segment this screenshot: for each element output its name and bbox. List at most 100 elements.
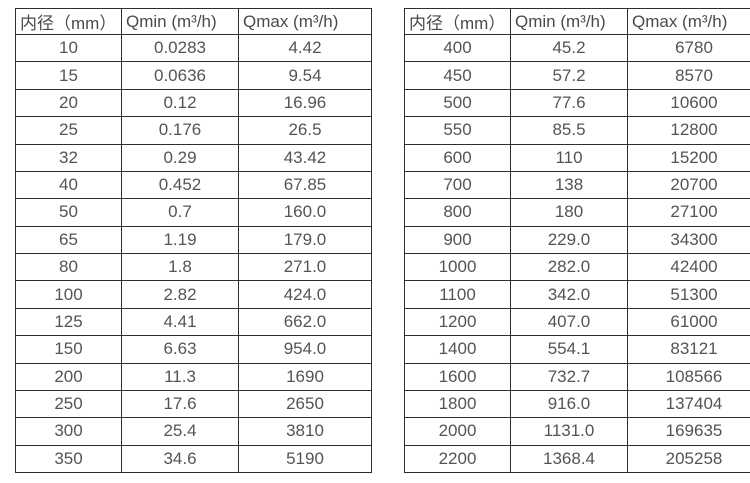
table-row: 200 11.3 1690 (15, 362, 372, 391)
table-row: 550 85.5 12800 (404, 116, 750, 145)
qmax-cell: 179.0 (238, 225, 372, 255)
header-row: 内径（mm） Qmin (m³/h) Qmax (m³/h) (15, 8, 372, 35)
qmin-cell: 1368.4 (510, 444, 628, 474)
qmin-cell: 732.7 (510, 362, 628, 391)
table-row: 40 0.452 67.85 (15, 170, 372, 200)
table-row: 50 0.7 160.0 (15, 198, 372, 227)
table-row: 900 229.0 34300 (404, 225, 750, 255)
table-row: 500 77.6 10600 (404, 88, 750, 118)
qmin-cell: 0.176 (121, 116, 239, 145)
table-row: 2000 1131.0 169635 (404, 417, 750, 446)
diameter-cell: 20 (15, 88, 122, 118)
qmax-cell: 20700 (627, 170, 750, 200)
table-row: 400 45.2 6780 (404, 33, 750, 63)
diameter-cell: 150 (15, 335, 122, 364)
table-row: 350 34.6 5190 (15, 444, 372, 474)
qmax-header: Qmax (m³/h) (238, 8, 372, 35)
qmin-cell: 1.19 (121, 225, 239, 255)
qmax-cell: 3810 (238, 417, 372, 446)
qmin-cell: 1.8 (121, 252, 239, 282)
diameter-cell: 800 (404, 198, 511, 227)
qmax-cell: 67.85 (238, 170, 372, 200)
qmin-cell: 229.0 (510, 225, 628, 255)
diameter-cell: 100 (15, 280, 122, 309)
diameter-cell: 65 (15, 225, 122, 255)
table-row: 125 4.41 662.0 (15, 307, 372, 337)
qmin-cell: 6.63 (121, 335, 239, 364)
diameter-cell: 80 (15, 252, 122, 282)
diameter-cell: 15 (15, 61, 122, 90)
qmax-cell: 9.54 (238, 61, 372, 90)
table-row: 25 0.176 26.5 (15, 116, 372, 145)
qmin-cell: 85.5 (510, 116, 628, 145)
qmin-cell: 45.2 (510, 33, 628, 63)
qmin-cell: 0.12 (121, 88, 239, 118)
qmax-cell: 27100 (627, 198, 750, 227)
qmin-cell: 2.82 (121, 280, 239, 309)
diameter-cell: 1800 (404, 389, 511, 419)
diameter-cell: 350 (15, 444, 122, 474)
diameter-cell: 500 (404, 88, 511, 118)
table-row: 65 1.19 179.0 (15, 225, 372, 255)
qmin-cell: 0.0636 (121, 61, 239, 90)
qmin-cell: 77.6 (510, 88, 628, 118)
qmax-cell: 1690 (238, 362, 372, 391)
diameter-cell: 900 (404, 225, 511, 255)
table-row: 1100 342.0 51300 (404, 280, 750, 309)
qmin-cell: 282.0 (510, 252, 628, 282)
table-row: 80 1.8 271.0 (15, 252, 372, 282)
diameter-cell: 2000 (404, 417, 511, 446)
qmax-cell: 271.0 (238, 252, 372, 282)
table-row: 450 57.2 8570 (404, 61, 750, 90)
diameter-cell: 200 (15, 362, 122, 391)
table-row: 600 110 15200 (404, 143, 750, 172)
qmax-cell: 137404 (627, 389, 750, 419)
qmax-cell: 6780 (627, 33, 750, 63)
qmax-cell: 61000 (627, 307, 750, 337)
diameter-header: 内径（mm） (404, 8, 511, 35)
qmin-cell: 138 (510, 170, 628, 200)
qmin-cell: 1131.0 (510, 417, 628, 446)
spec-table-right: 内径（mm） Qmin (m³/h) Qmax (m³/h) 400 45.2 6780 4… (404, 8, 750, 474)
table-row: 800 180 27100 (404, 198, 750, 227)
qmax-cell: 662.0 (238, 307, 372, 337)
table-row: 1800 916.0 137404 (404, 389, 750, 419)
diameter-cell: 550 (404, 116, 511, 145)
diameter-cell: 40 (15, 170, 122, 200)
qmax-cell: 42400 (627, 252, 750, 282)
qmax-cell: 5190 (238, 444, 372, 474)
diameter-cell: 1100 (404, 280, 511, 309)
table-row: 1000 282.0 42400 (404, 252, 750, 282)
qmax-cell: 83121 (627, 335, 750, 364)
qmax-cell: 34300 (627, 225, 750, 255)
qmax-cell: 10600 (627, 88, 750, 118)
diameter-cell: 300 (15, 417, 122, 446)
table-row: 1600 732.7 108566 (404, 362, 750, 391)
table-row: 150 6.63 954.0 (15, 335, 372, 364)
qmin-cell: 180 (510, 198, 628, 227)
qmin-cell: 110 (510, 143, 628, 172)
diameter-cell: 450 (404, 61, 511, 90)
table-row: 250 17.6 2650 (15, 389, 372, 419)
diameter-cell: 25 (15, 116, 122, 145)
qmin-cell: 4.41 (121, 307, 239, 337)
table-row: 1200 407.0 61000 (404, 307, 750, 337)
diameter-cell: 600 (404, 143, 511, 172)
diameter-cell: 700 (404, 170, 511, 200)
qmax-cell: 424.0 (238, 280, 372, 309)
qmin-header: Qmin (m³/h) (121, 8, 239, 35)
qmin-cell: 0.452 (121, 170, 239, 200)
diameter-cell: 50 (15, 198, 122, 227)
table-row: 32 0.29 43.42 (15, 143, 372, 172)
qmax-cell: 160.0 (238, 198, 372, 227)
diameter-cell: 2200 (404, 444, 511, 474)
qmax-cell: 15200 (627, 143, 750, 172)
table-row: 100 2.82 424.0 (15, 280, 372, 309)
diameter-cell: 125 (15, 307, 122, 337)
diameter-cell: 1000 (404, 252, 511, 282)
header-row: 内径（mm） Qmin (m³/h) Qmax (m³/h) (404, 8, 750, 35)
qmax-cell: 954.0 (238, 335, 372, 364)
spec-table-left: 内径（mm） Qmin (m³/h) Qmax (m³/h) 10 0.0283 4.42… (15, 8, 372, 474)
qmin-cell: 17.6 (121, 389, 239, 419)
qmin-cell: 916.0 (510, 389, 628, 419)
